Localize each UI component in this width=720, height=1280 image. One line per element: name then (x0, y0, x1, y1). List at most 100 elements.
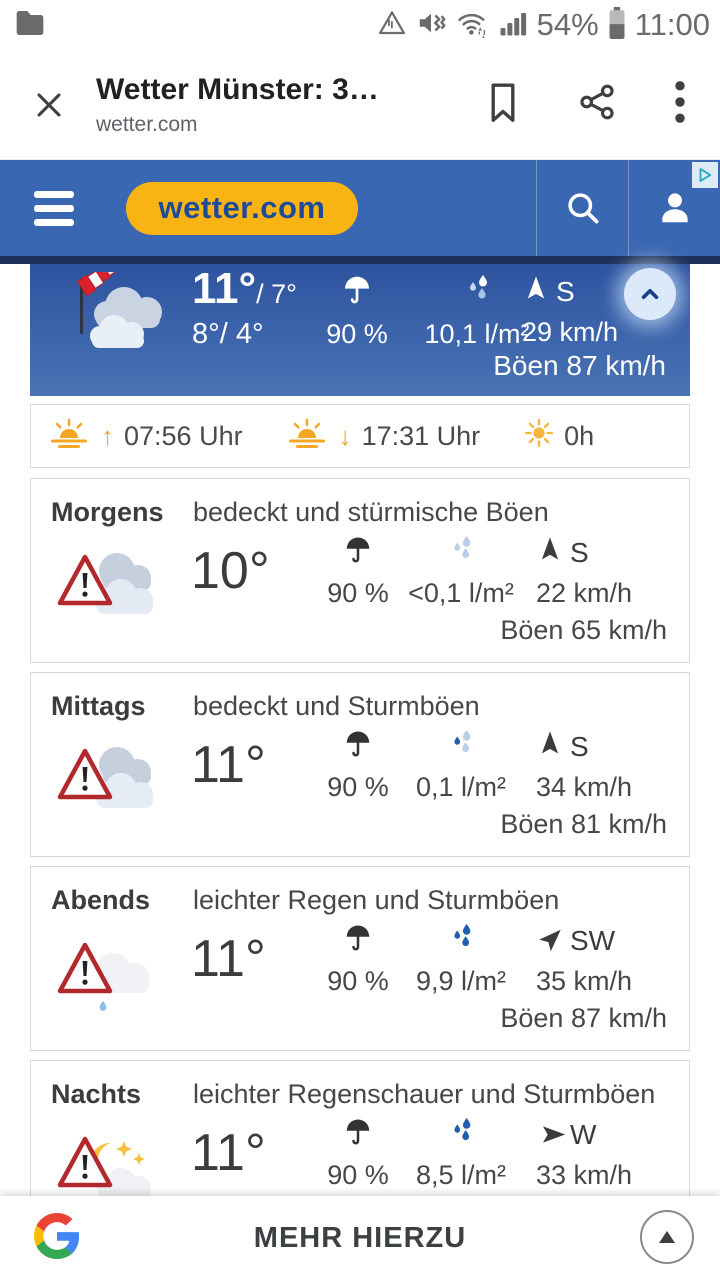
more-button[interactable]: MEHR HIERZU (253, 1221, 467, 1254)
period-temp: 11° (191, 930, 266, 988)
period-card-abends[interactable]: Abends leichter Regen und Sturmböen 11° … (30, 866, 690, 1051)
sunshine-hours: 0h (564, 420, 595, 451)
raindrops-icon (445, 535, 477, 570)
period-name: Abends (51, 885, 151, 915)
period-wind-speed: 35 km/h (536, 966, 633, 996)
adchoices-icon[interactable] (692, 162, 718, 188)
umbrella-icon (342, 923, 374, 958)
period-wind-dir: SW (570, 924, 616, 956)
wind-direction-icon (528, 918, 573, 963)
close-icon[interactable] (30, 86, 68, 124)
period-pop: 90 % (327, 966, 389, 996)
hero-wind-speed: 29 km/h (522, 317, 619, 347)
umbrella-icon (342, 1117, 374, 1152)
period-description: bedeckt und stürmische Böen (193, 497, 549, 527)
period-description: leichter Regen und Sturmböen (193, 885, 560, 915)
sunset-icon (287, 417, 329, 456)
period-wind-dir: S (570, 536, 589, 568)
period-temp: 11° (191, 736, 266, 794)
period-wind-speed: 33 km/h (536, 1160, 633, 1190)
period-wind-speed: 22 km/h (536, 578, 633, 608)
sunset-time: 17:31 Uhr (361, 420, 481, 451)
period-card-morgens[interactable]: Morgens bedeckt und stürmische Böen 10° … (30, 478, 690, 663)
period-precip: 9,9 l/m² (415, 966, 507, 996)
temp-max-secondary: / 7° (256, 279, 297, 309)
temp-range: 8°/ 4° (192, 318, 264, 350)
period-description: bedeckt und Sturmböen (193, 691, 480, 721)
umbrella-icon (340, 274, 374, 311)
mute-vibrate-icon (416, 8, 446, 43)
period-precip: <0,1 l/m² (408, 578, 514, 608)
period-pop: 90 % (327, 772, 389, 802)
temp-max: 11° (192, 264, 257, 313)
period-wind-dir: S (570, 730, 589, 762)
clock-label: 11:00 (634, 7, 710, 42)
period-wind-dir: W (570, 1118, 597, 1150)
sunshine-item: 0h (524, 418, 594, 455)
period-precip: 0,1 l/m² (415, 772, 507, 802)
sunrise-time: 07:56 Uhr (124, 420, 243, 451)
battery-icon (608, 6, 626, 44)
page-url: wetter.com (96, 112, 198, 136)
wind-direction-icon (536, 729, 564, 764)
umbrella-icon (342, 535, 374, 570)
hero-pop-value: 90 % (326, 319, 388, 349)
sunrise-icon (49, 417, 91, 456)
menu-icon[interactable] (34, 160, 74, 256)
sunrise-arrow: ↑ (101, 420, 114, 451)
data-saver-icon (377, 8, 407, 43)
warning-moon-cloud-icon (51, 1121, 167, 1218)
period-gusts: Böen 87 km/h (500, 1003, 667, 1033)
scroll-up-button[interactable] (640, 1210, 694, 1264)
account-icon[interactable] (628, 160, 720, 256)
site-header: wetter.com (0, 160, 720, 256)
wetter-com-logo[interactable]: wetter.com (126, 181, 358, 235)
wind-direction-icon (533, 1121, 568, 1149)
period-name: Morgens (51, 497, 164, 527)
sunset-arrow: ↓ (338, 420, 352, 451)
search-icon[interactable] (536, 160, 628, 256)
page-title-block: Wetter Münster: 3… wetter.com (96, 73, 379, 137)
google-logo[interactable] (34, 1212, 80, 1264)
current-weather-card[interactable]: 11°/ 7° 8°/ 4° 90 % 10,1 l/m² S 29 km/h (30, 263, 690, 396)
period-pop: 90 % (327, 1160, 389, 1190)
bottom-bar: MEHR HIERZU (0, 1196, 720, 1280)
raindrops-icon (445, 923, 477, 958)
folder-notification-icon (14, 8, 46, 43)
windsock-cloud-icon (58, 263, 184, 365)
hero-temperatures: 11°/ 7° 8°/ 4° (192, 264, 297, 351)
period-wind-speed: 34 km/h (536, 772, 633, 802)
collapse-button[interactable] (624, 268, 676, 320)
warning-rain-cloud-icon (51, 927, 167, 1024)
wind-direction-icon (522, 274, 550, 309)
period-temp: 10° (191, 542, 270, 600)
period-gusts: Böen 81 km/h (500, 809, 667, 839)
hero-gusts: Böen 87 km/h (493, 350, 666, 381)
sun-times-row: ↑ 07:56 Uhr ↓ 17:31 Uhr 0h (30, 404, 690, 468)
period-name: Nachts (51, 1079, 142, 1109)
period-name: Mittags (51, 691, 146, 721)
wind-direction-icon (536, 535, 564, 570)
period-card-mittags[interactable]: Mittags bedeckt und Sturmböen 11° 90 % 0… (30, 672, 690, 857)
warning-cloud-icon (51, 733, 167, 830)
hero-wind-dir: S (556, 275, 575, 307)
share-icon[interactable] (578, 82, 616, 127)
period-precip: 8,5 l/m² (415, 1160, 507, 1190)
browser-toolbar: Wetter Münster: 3… wetter.com (0, 50, 720, 160)
overflow-menu-icon[interactable] (674, 80, 686, 129)
period-gusts: Böen 65 km/h (500, 615, 667, 645)
signal-icon (498, 8, 528, 43)
period-temp: 11° (191, 1124, 266, 1182)
bookmark-icon[interactable] (486, 81, 520, 128)
sun-icon (524, 418, 554, 455)
raindrops-icon (445, 1117, 477, 1152)
hero-precip-value: 10,1 l/m² (424, 319, 530, 349)
raindrops-icon (445, 729, 477, 764)
raindrops-icon (460, 274, 494, 311)
warning-cloud-icon (51, 539, 167, 636)
battery-percent-label: 54% (536, 7, 599, 42)
header-divider-strip (0, 256, 720, 264)
umbrella-icon (342, 729, 374, 764)
logo-text: wetter.com (158, 190, 326, 225)
